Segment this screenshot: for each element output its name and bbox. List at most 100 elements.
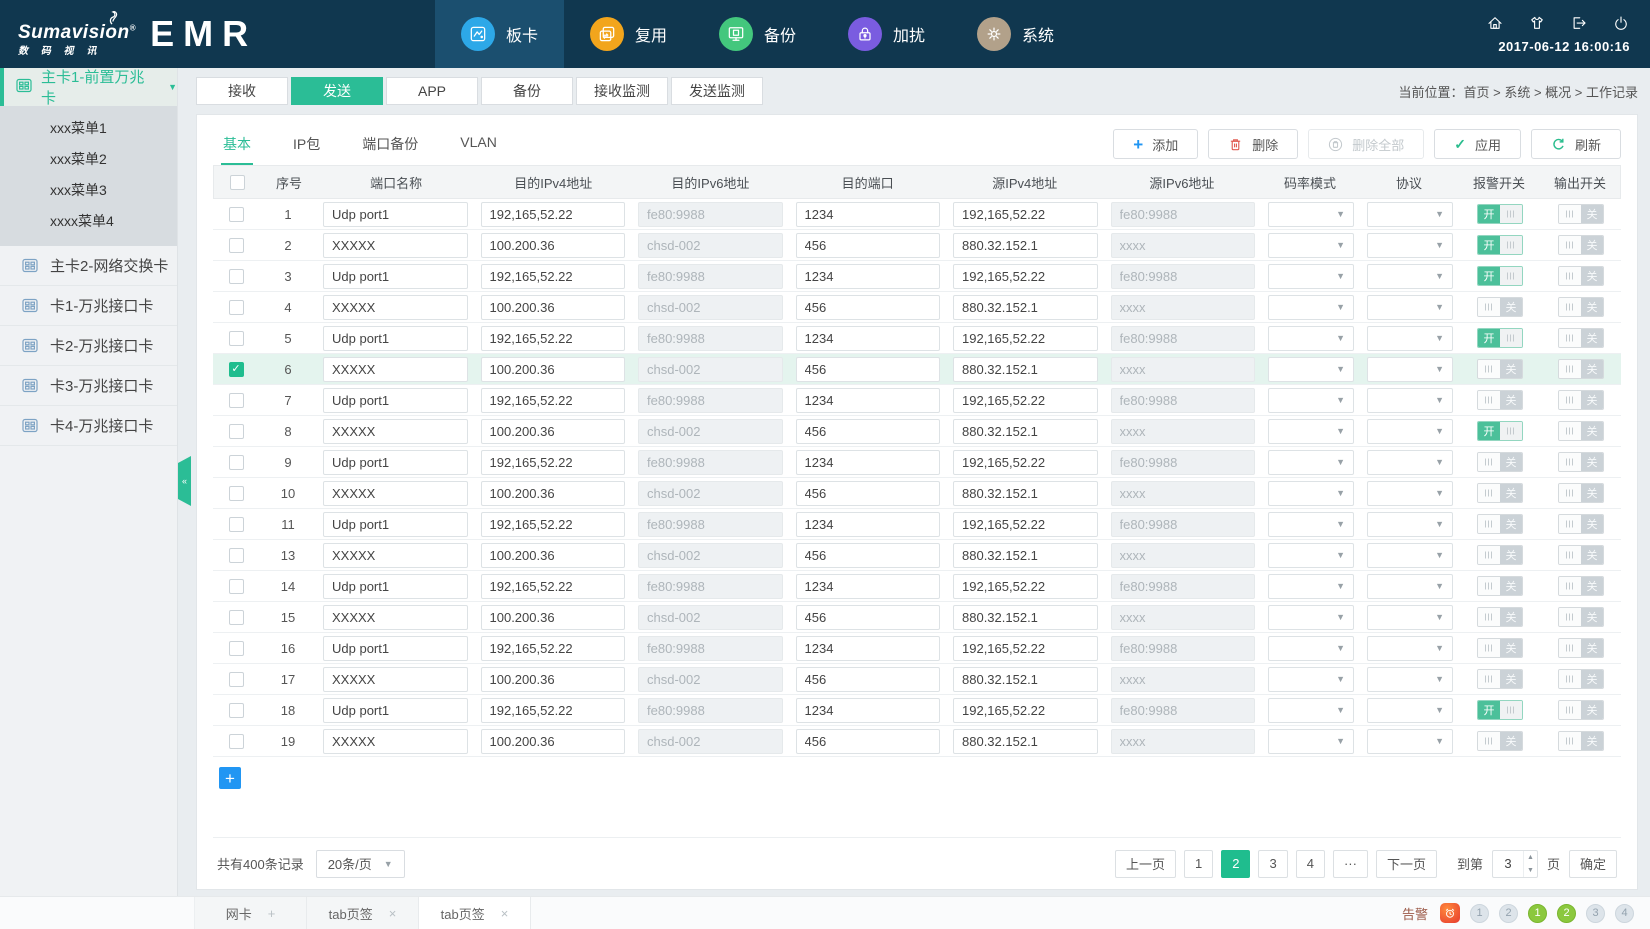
row-checkbox[interactable]: ✓ [228,454,244,470]
alarm-toggle[interactable]: 开 ||| [1477,700,1523,720]
row-checkbox[interactable]: ✓ [228,237,244,253]
output-toggle[interactable]: ||| 关 [1558,514,1604,534]
nav-item-system[interactable]: 系统 [951,0,1080,68]
protocol-select[interactable]: ▼ [1367,263,1453,289]
dst-ipv4-input[interactable] [480,201,625,227]
output-toggle[interactable]: ||| 关 [1558,669,1604,689]
alarm-toggle[interactable]: ||| 关 [1477,452,1523,472]
src-ipv4-input[interactable] [953,294,1098,320]
add-row-button[interactable]: + [219,767,241,789]
logout-icon[interactable] [1570,14,1588,32]
dst-port-input[interactable] [795,325,940,351]
row-checkbox[interactable]: ✓ [228,392,244,408]
dst-ipv4-input[interactable] [480,356,625,382]
stepper-down-icon[interactable]: ▼ [1527,866,1534,874]
dst-port-input[interactable] [795,604,940,630]
row-checkbox[interactable]: ✓ [228,330,244,346]
dst-ipv4-input[interactable] [480,232,625,258]
output-toggle[interactable]: ||| 关 [1558,452,1604,472]
port-name-input[interactable] [323,387,468,413]
alarm-toggle[interactable]: 开 ||| [1477,204,1523,224]
output-toggle[interactable]: ||| 关 [1558,204,1604,224]
dst-port-input[interactable] [795,294,940,320]
row-checkbox[interactable]: ✓ [228,485,244,501]
protocol-select[interactable]: ▼ [1367,418,1453,444]
src-ipv4-input[interactable] [953,263,1098,289]
prev-page-button[interactable]: 上一页 [1114,849,1176,878]
alarm-toggle[interactable]: ||| 关 [1477,545,1523,565]
status-badge[interactable]: 2 [1557,903,1576,923]
port-name-input[interactable] [323,480,468,506]
protocol-select[interactable]: ▼ [1367,356,1453,382]
protocol-select[interactable]: ▼ [1367,201,1453,227]
nav-item-board[interactable]: 板卡 [434,0,564,68]
dst-ipv4-input[interactable] [480,418,625,444]
protocol-select[interactable]: ▼ [1367,511,1453,537]
stepper-up-icon[interactable]: ▲ [1527,853,1534,861]
port-name-input[interactable] [323,666,468,692]
row-checkbox[interactable]: ✓ [228,702,244,718]
tab-接收监测[interactable]: 接收监测 [576,77,668,105]
port-name-input[interactable] [323,449,468,475]
port-name-input[interactable] [323,604,468,630]
nav-item-scramble[interactable]: 加扰 [822,0,951,68]
src-ipv4-input[interactable] [953,697,1098,723]
output-toggle[interactable]: ||| 关 [1558,297,1604,317]
sidebar-submenu-item[interactable]: xxxx菜单4 [50,213,114,229]
select-all-checkbox[interactable]: ✓ [229,174,245,190]
next-page-button[interactable]: 下一页 [1375,849,1437,878]
output-toggle[interactable]: ||| 关 [1558,390,1604,410]
dst-ipv4-input[interactable] [480,697,625,723]
alarm-toggle[interactable]: ||| 关 [1477,359,1523,379]
output-toggle[interactable]: ||| 关 [1558,607,1604,627]
dst-port-input[interactable] [795,449,940,475]
port-name-input[interactable] [323,294,468,320]
rate-mode-select[interactable]: ▼ [1268,263,1354,289]
dst-port-input[interactable] [795,635,940,661]
protocol-select[interactable]: ▼ [1367,325,1453,351]
nav-item-mux[interactable]: 复用 [564,0,693,68]
alarm-toggle[interactable]: ||| 关 [1477,514,1523,534]
dst-ipv4-input[interactable] [480,635,625,661]
port-name-input[interactable] [323,728,468,754]
port-name-input[interactable] [323,697,468,723]
theme-icon[interactable] [1528,14,1546,32]
bottom-tab[interactable]: tab页签 × [307,897,419,929]
rate-mode-select[interactable]: ▼ [1268,697,1354,723]
power-icon[interactable] [1612,14,1630,32]
add-button[interactable]: + 添加 [1113,129,1199,159]
dst-port-input[interactable] [795,387,940,413]
protocol-select[interactable]: ▼ [1367,449,1453,475]
port-name-input[interactable] [323,511,468,537]
src-ipv4-input[interactable] [953,387,1098,413]
output-toggle[interactable]: ||| 关 [1558,359,1604,379]
src-ipv4-input[interactable] [953,201,1098,227]
refresh-button[interactable]: 刷新 [1530,129,1621,159]
dst-ipv4-input[interactable] [480,573,625,599]
protocol-select[interactable]: ▼ [1367,635,1453,661]
tab-接收[interactable]: 接收 [196,77,288,105]
bottom-tab[interactable]: tab页签 × [419,897,531,929]
src-ipv4-input[interactable] [953,604,1098,630]
alarm-toggle[interactable]: ||| 关 [1477,638,1523,658]
row-checkbox[interactable]: ✓ [228,361,244,377]
row-checkbox[interactable]: ✓ [228,299,244,315]
rate-mode-select[interactable]: ▼ [1268,604,1354,630]
alarm-status-icon[interactable] [1440,903,1460,923]
rate-mode-select[interactable]: ▼ [1268,232,1354,258]
nav-item-backup[interactable]: 备份 [693,0,822,68]
rate-mode-select[interactable]: ▼ [1268,201,1354,227]
row-checkbox[interactable]: ✓ [228,268,244,284]
src-ipv4-input[interactable] [953,480,1098,506]
dst-ipv4-input[interactable] [480,604,625,630]
dst-port-input[interactable] [795,542,940,568]
sidebar-item[interactable]: 卡4-万兆接口卡 [0,406,177,446]
rate-mode-select[interactable]: ▼ [1268,387,1354,413]
alarm-toggle[interactable]: 开 ||| [1477,421,1523,441]
dst-port-input[interactable] [795,232,940,258]
rate-mode-select[interactable]: ▼ [1268,635,1354,661]
output-toggle[interactable]: ||| 关 [1558,638,1604,658]
protocol-select[interactable]: ▼ [1367,604,1453,630]
page-button-4[interactable]: 4 [1295,849,1325,878]
port-name-input[interactable] [323,356,468,382]
